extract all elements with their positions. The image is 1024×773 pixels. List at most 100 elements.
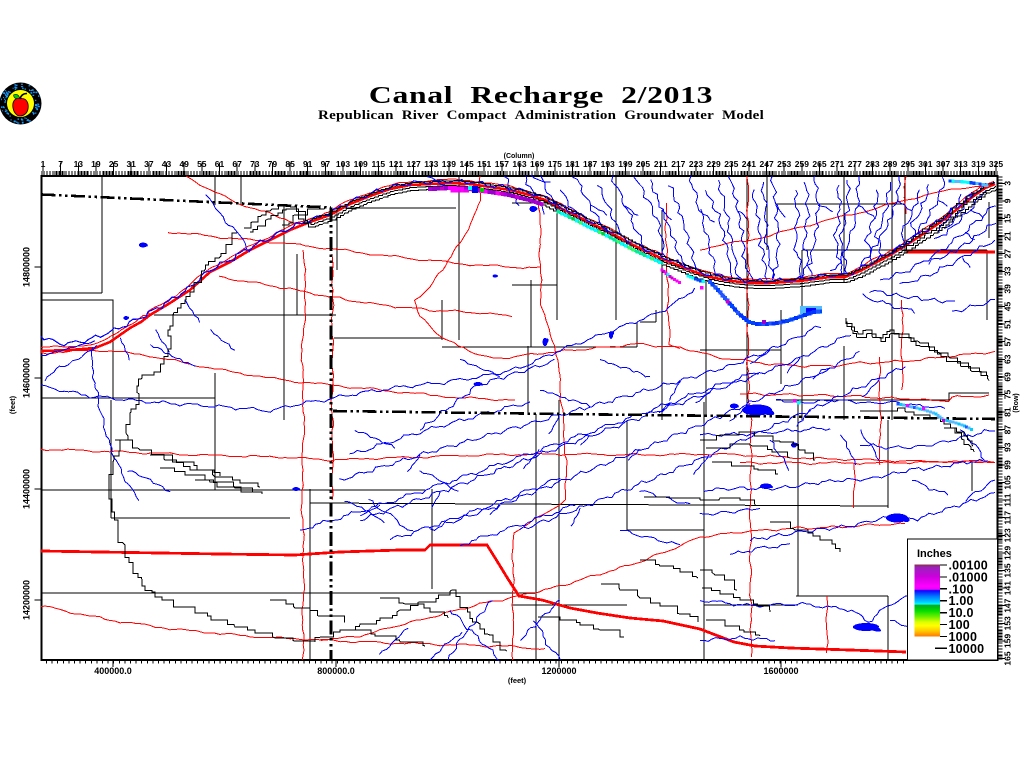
svg-text:111: 111 [1003, 493, 1013, 507]
svg-text:199: 199 [618, 159, 632, 169]
svg-text:121: 121 [389, 159, 403, 169]
svg-text:(Row): (Row) [1013, 393, 1020, 412]
svg-text:45: 45 [1003, 302, 1013, 312]
svg-text:151: 151 [477, 159, 491, 169]
svg-text:79: 79 [268, 159, 278, 169]
svg-text:193: 193 [601, 159, 615, 169]
svg-text:1: 1 [41, 159, 46, 169]
svg-text:(feet): (feet) [8, 395, 17, 414]
svg-text:211: 211 [654, 159, 668, 169]
svg-text:223: 223 [689, 159, 703, 169]
svg-text:.00100: .00100 [949, 559, 988, 573]
svg-text:43: 43 [162, 159, 172, 169]
svg-text:247: 247 [760, 159, 774, 169]
svg-text:14600000: 14600000 [22, 358, 32, 398]
svg-text:100: 100 [949, 618, 970, 632]
svg-text:39: 39 [1003, 284, 1013, 294]
svg-text:10000: 10000 [949, 642, 985, 656]
svg-text:25: 25 [109, 159, 119, 169]
svg-text:277: 277 [848, 159, 862, 169]
svg-text:1600000: 1600000 [763, 666, 798, 676]
svg-text:253: 253 [777, 159, 791, 169]
svg-text:91: 91 [303, 159, 313, 169]
svg-text:153: 153 [1003, 616, 1013, 630]
svg-text:235: 235 [724, 159, 738, 169]
svg-text:93: 93 [1003, 442, 1013, 452]
svg-text:3: 3 [1003, 181, 1013, 186]
svg-text:147: 147 [1003, 598, 1013, 612]
svg-text:181: 181 [565, 159, 579, 169]
svg-text:109: 109 [354, 159, 368, 169]
svg-text:319: 319 [971, 159, 985, 169]
svg-text:13: 13 [74, 159, 84, 169]
svg-text:117: 117 [1003, 511, 1013, 525]
svg-text:127: 127 [407, 159, 421, 169]
svg-text:165: 165 [1003, 651, 1013, 665]
svg-text:57: 57 [1003, 337, 1013, 347]
svg-text:69: 69 [1003, 372, 1013, 382]
svg-text:14200000: 14200000 [22, 580, 32, 620]
svg-text:325: 325 [989, 159, 1003, 169]
svg-text:129: 129 [1003, 546, 1013, 560]
svg-text:163: 163 [512, 159, 526, 169]
svg-text:307: 307 [936, 159, 950, 169]
svg-text:295: 295 [901, 159, 915, 169]
svg-text:289: 289 [883, 159, 897, 169]
svg-text:271: 271 [830, 159, 844, 169]
svg-text:7: 7 [58, 159, 63, 169]
svg-text:Inches: Inches [917, 548, 952, 560]
svg-text:Canal Recharge 2/2013: Canal Recharge 2/2013 [369, 83, 713, 109]
svg-text:259: 259 [795, 159, 809, 169]
svg-text:1200000: 1200000 [541, 666, 576, 676]
svg-text:400000.0: 400000.0 [94, 666, 132, 676]
svg-text:21: 21 [1003, 231, 1013, 241]
svg-text:105: 105 [1003, 475, 1013, 489]
svg-text:97: 97 [321, 159, 331, 169]
svg-text:75: 75 [1003, 390, 1013, 400]
svg-text:103: 103 [336, 159, 350, 169]
svg-text:67: 67 [232, 159, 242, 169]
svg-text:.01000: .01000 [949, 570, 988, 584]
svg-text:(feet): (feet) [508, 676, 527, 685]
svg-text:31: 31 [126, 159, 136, 169]
svg-text:229: 229 [707, 159, 721, 169]
svg-text:283: 283 [865, 159, 879, 169]
svg-text:187: 187 [583, 159, 597, 169]
svg-text:63: 63 [1003, 354, 1013, 364]
svg-text:(Column): (Column) [504, 153, 535, 160]
svg-text:15: 15 [1003, 214, 1013, 224]
svg-text:9: 9 [1003, 198, 1013, 203]
svg-text:135: 135 [1003, 563, 1013, 577]
svg-text:265: 265 [812, 159, 826, 169]
svg-text:241: 241 [742, 159, 756, 169]
svg-text:37: 37 [144, 159, 154, 169]
svg-text:175: 175 [548, 159, 562, 169]
svg-text:313: 313 [954, 159, 968, 169]
svg-text:87: 87 [1003, 425, 1013, 435]
svg-text:61: 61 [215, 159, 225, 169]
svg-text:145: 145 [460, 159, 474, 169]
svg-text:169: 169 [530, 159, 544, 169]
svg-text:51: 51 [1003, 319, 1013, 329]
svg-text:123: 123 [1003, 528, 1013, 542]
svg-text:Republican River Compact Ad: Republican River Compact Administration … [318, 108, 764, 122]
svg-text:301: 301 [918, 159, 932, 169]
svg-text:141: 141 [1003, 581, 1013, 595]
svg-text:81: 81 [1003, 407, 1013, 417]
svg-text:55: 55 [197, 159, 207, 169]
svg-text:1.00: 1.00 [949, 594, 974, 608]
svg-text:99: 99 [1003, 460, 1013, 470]
svg-text:14800000: 14800000 [22, 247, 32, 287]
svg-text:27: 27 [1003, 249, 1013, 259]
svg-text:73: 73 [250, 159, 260, 169]
svg-text:159: 159 [1003, 634, 1013, 648]
svg-text:.100: .100 [949, 582, 974, 596]
svg-text:14400000: 14400000 [22, 469, 32, 509]
svg-text:800000.0: 800000.0 [317, 666, 355, 676]
svg-text:49: 49 [179, 159, 189, 169]
svg-text:133: 133 [424, 159, 438, 169]
svg-text:205: 205 [636, 159, 650, 169]
svg-text:10.0: 10.0 [949, 606, 974, 620]
svg-text:139: 139 [442, 159, 456, 169]
svg-text:217: 217 [671, 159, 685, 169]
